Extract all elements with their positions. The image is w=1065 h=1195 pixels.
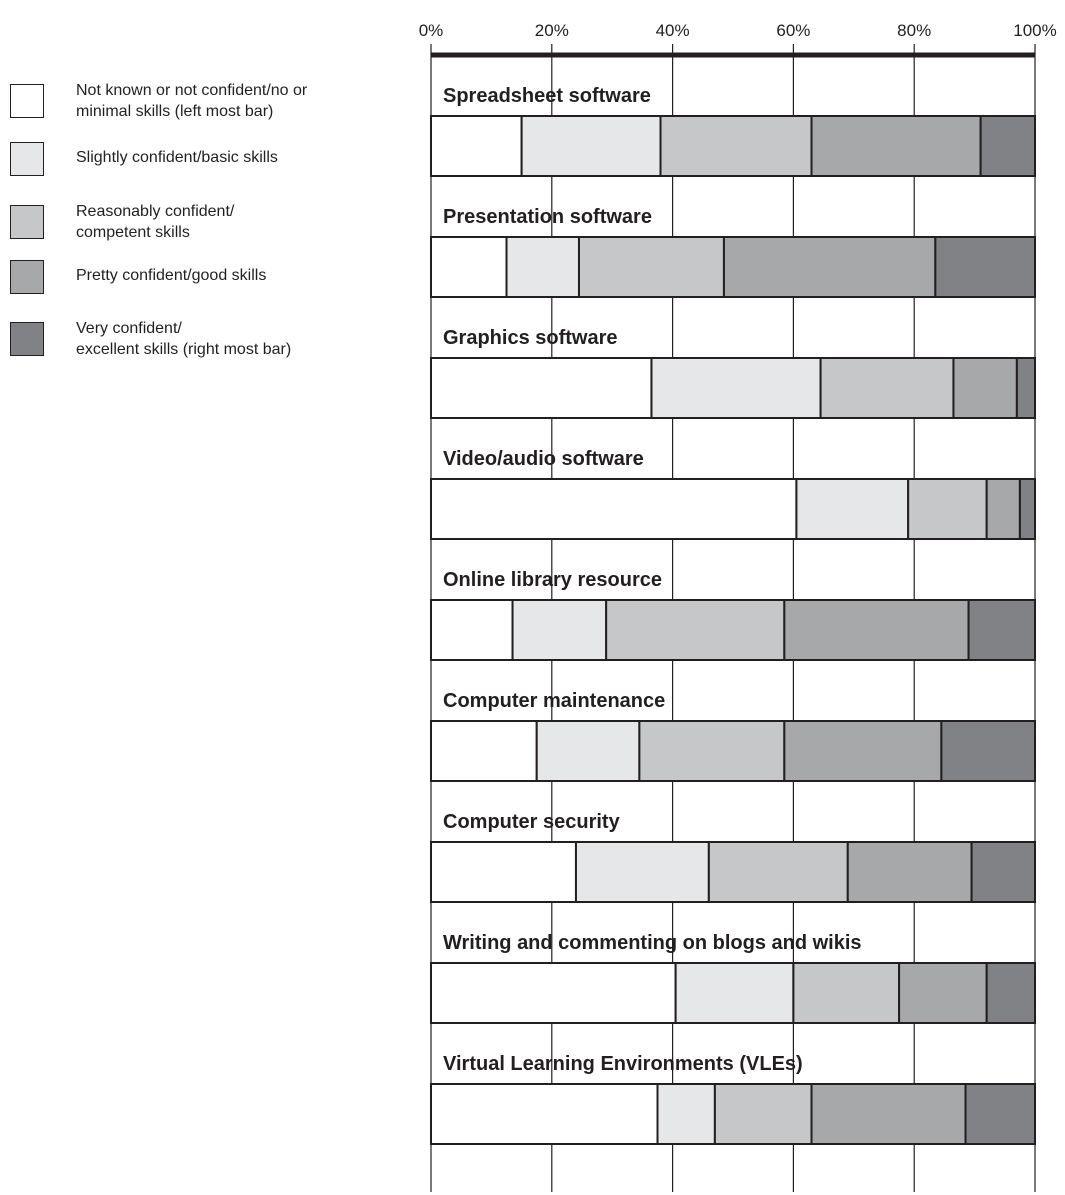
legend-swatch <box>10 260 44 294</box>
legend-swatch <box>10 84 44 118</box>
legend-item-2: Reasonably confident/ competent skills <box>10 201 376 243</box>
legend-label: Reasonably confident/ competent skills <box>76 203 235 241</box>
bar-segment-3-2 <box>907 478 988 540</box>
bar-segment-1-2 <box>577 236 725 298</box>
bar-segment-0-3 <box>810 115 982 177</box>
category-label-5: Computer maintenance <box>443 690 665 712</box>
bar-segment-2-0 <box>430 357 653 419</box>
bar-segment-5-0 <box>430 720 538 782</box>
x-tick-label-1: 20% <box>535 21 569 40</box>
bar-segment-6-1 <box>574 841 710 903</box>
bar-segment-8-4 <box>964 1083 1036 1145</box>
bar-segment-6-2 <box>707 841 849 903</box>
bar-segment-5-1 <box>535 720 641 782</box>
legend-swatch <box>10 205 44 239</box>
bar-segment-5-2 <box>638 720 786 782</box>
category-label-6: Computer security <box>443 811 621 833</box>
category-label-7: Writing and commenting on blogs and wiki… <box>443 932 862 954</box>
legend-label: Very confident/ excellent skills (right … <box>76 320 292 358</box>
category-label-2: Graphics software <box>443 327 618 349</box>
bar-segment-3-4 <box>1018 478 1037 540</box>
legend-label: Slightly confident/basic skills <box>76 149 278 166</box>
category-label-8: Virtual Learning Environments (VLEs) <box>443 1053 803 1075</box>
bar-segment-1-0 <box>430 236 508 298</box>
bar-segment-5-4 <box>940 720 1037 782</box>
bar-segment-0-2 <box>659 115 813 177</box>
bar-segment-0-1 <box>520 115 662 177</box>
bar-segment-4-1 <box>511 599 608 661</box>
bar-segment-7-4 <box>985 962 1036 1024</box>
bar-segment-0-0 <box>430 115 523 177</box>
legend-item-0: Not known or not confident/no or minimal… <box>10 80 376 122</box>
bar-segment-0-4 <box>979 115 1037 177</box>
legend-item-4: Very confident/ excellent skills (right … <box>10 318 376 360</box>
category-labels: Spreadsheet software Presentation softwar… <box>443 85 862 1075</box>
legend-item-3: Pretty confident/good skills <box>10 260 376 294</box>
bar-segment-3-0 <box>430 478 798 540</box>
bar-segment-7-3 <box>898 962 988 1024</box>
bar-segment-2-2 <box>819 357 955 419</box>
x-tick-label-3: 60% <box>776 21 810 40</box>
bar-segment-4-3 <box>783 599 970 661</box>
legend-label: Not known or not confident/no or minimal… <box>76 82 308 120</box>
bar-segment-8-3 <box>810 1083 967 1145</box>
bar-segment-6-4 <box>970 841 1037 903</box>
bar-segment-3-1 <box>795 478 910 540</box>
category-label-0: Spreadsheet software <box>443 85 651 107</box>
x-tick-label-5: 100% <box>1013 21 1056 40</box>
legend-item-1: Slightly confident/basic skills <box>10 142 376 176</box>
bar-segment-6-3 <box>846 841 973 903</box>
bar-segment-4-0 <box>430 599 514 661</box>
bar-segment-1-4 <box>934 236 1037 298</box>
bar-segment-2-4 <box>1015 357 1037 419</box>
x-tick-label-2: 40% <box>656 21 690 40</box>
bar-segment-8-1 <box>656 1083 716 1145</box>
x-tick-label-4: 80% <box>897 21 931 40</box>
category-label-4: Online library resource <box>443 569 662 591</box>
bar-segment-8-2 <box>713 1083 813 1145</box>
bar-segment-4-2 <box>605 599 786 661</box>
x-axis-tick-labels: 0% 20% 40% 60% 80% 100% <box>419 21 1057 40</box>
bar-segment-8-0 <box>430 1083 659 1145</box>
legend-label: Pretty confident/good skills <box>76 267 267 284</box>
bar-segment-1-1 <box>505 236 580 298</box>
bar-segment-2-3 <box>952 357 1018 419</box>
bar-segment-7-0 <box>430 962 677 1024</box>
legend-swatch <box>10 142 44 176</box>
legend-swatch <box>10 322 44 356</box>
bars <box>430 115 1037 1145</box>
bar-segment-7-2 <box>792 962 901 1024</box>
bar-segment-7-1 <box>674 962 795 1024</box>
bar-segment-3-3 <box>985 478 1021 540</box>
bar-segment-4-4 <box>967 599 1036 661</box>
category-label-3: Video/audio software <box>443 448 644 470</box>
bar-segment-5-3 <box>783 720 943 782</box>
bar-segment-6-0 <box>430 841 577 903</box>
x-tick-label-0: 0% <box>419 21 444 40</box>
bar-segment-2-1 <box>650 357 822 419</box>
bar-segment-1-3 <box>722 236 937 298</box>
category-label-1: Presentation software <box>443 206 652 228</box>
